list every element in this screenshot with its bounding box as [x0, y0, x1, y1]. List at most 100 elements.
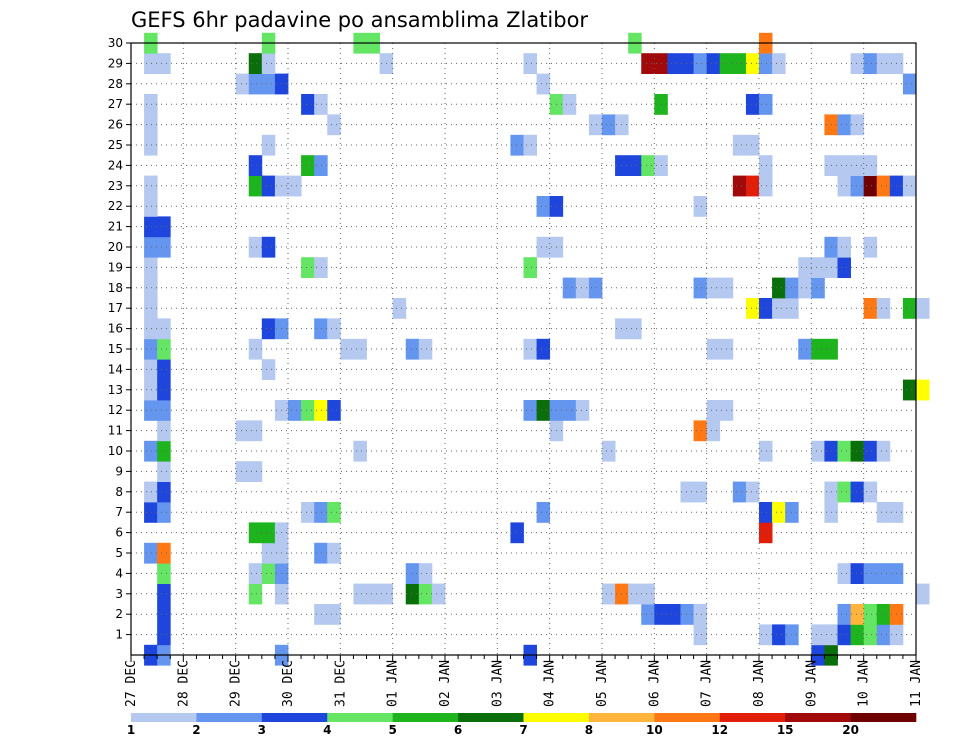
heatmap-cell — [837, 114, 851, 136]
heatmap-cell — [314, 94, 328, 115]
y-tick-label: 21 — [108, 220, 123, 234]
heatmap-cell — [876, 563, 891, 584]
x-tick-label: 01 JAN — [386, 660, 401, 707]
heatmap-cell — [301, 502, 315, 523]
heatmap-cell — [261, 522, 276, 544]
heatmap-cell — [523, 400, 537, 421]
heatmap-cell — [837, 481, 851, 503]
heatmap-cell — [863, 175, 878, 197]
heatmap-cell — [772, 624, 786, 646]
heatmap-cell — [314, 400, 328, 421]
heatmap-cell — [850, 114, 865, 136]
heatmap-cell — [811, 257, 825, 278]
heatmap-cell — [248, 53, 263, 74]
heatmap-cell — [732, 53, 747, 74]
heatmap-cell — [706, 277, 721, 299]
x-tick-label: 08 JAN — [752, 660, 767, 707]
colorbar-tick-label: 8 — [585, 723, 593, 737]
colorbar-swatch — [785, 713, 851, 722]
heatmap-cell — [562, 277, 577, 299]
colorbar-swatch — [131, 713, 197, 722]
y-tick-label: 27 — [108, 97, 123, 111]
heatmap-cell — [916, 298, 930, 319]
heatmap-cell — [144, 216, 158, 238]
heatmap-cell — [157, 359, 171, 380]
heatmap-cell — [641, 155, 655, 176]
colorbar-tick-label: 15 — [777, 723, 794, 737]
heatmap-cell — [366, 583, 380, 605]
heatmap-cell — [837, 624, 851, 646]
heatmap-cell — [602, 583, 616, 605]
heatmap-cell — [248, 583, 263, 605]
heatmap-cell — [759, 94, 773, 115]
heatmap-cell — [628, 155, 642, 176]
heatmap-cell — [144, 502, 158, 523]
y-tick-label: 6 — [115, 526, 123, 540]
y-tick-label: 30 — [108, 36, 123, 50]
heatmap-cell — [288, 400, 302, 421]
heatmap-cell — [327, 114, 341, 136]
heatmap-cell — [248, 461, 263, 482]
heatmap-cell — [157, 236, 171, 258]
heatmap-cell — [863, 563, 878, 584]
y-tick-label: 24 — [108, 158, 123, 172]
colorbar-swatch — [654, 713, 721, 722]
heatmap-cell — [523, 257, 537, 278]
x-tick-label: 11 JAN — [909, 660, 924, 707]
y-tick-label: 8 — [115, 485, 123, 499]
heatmap-cell — [144, 134, 158, 156]
heatmap-cell — [693, 624, 708, 646]
heatmap-cell — [261, 236, 276, 258]
heatmap-cell — [144, 338, 158, 360]
heatmap-cell — [144, 298, 158, 319]
heatmap-cell — [157, 338, 171, 360]
heatmap-cells — [144, 32, 930, 666]
heatmap-cell — [536, 502, 551, 523]
heatmap-cell — [693, 604, 708, 625]
y-tick-label: 14 — [108, 362, 123, 376]
x-tick-label: 10 JAN — [857, 660, 872, 707]
heatmap-cell — [850, 624, 865, 646]
heatmap-cell — [157, 604, 171, 625]
heatmap-cell — [772, 298, 786, 319]
y-tick-label: 28 — [108, 77, 123, 91]
heatmap-cell — [850, 481, 865, 503]
heatmap-cell — [314, 318, 328, 340]
heatmap-cell — [916, 583, 930, 605]
heatmap-cell — [144, 277, 158, 299]
heatmap-cell — [510, 134, 524, 156]
heatmap-cell — [523, 338, 537, 360]
heatmap-cell — [863, 440, 878, 462]
heatmap-cell — [745, 134, 760, 156]
heatmap-cell — [261, 542, 276, 564]
heatmap-cell — [261, 563, 276, 584]
heatmap-cell — [314, 155, 328, 176]
heatmap-cell — [235, 73, 250, 95]
heatmap-cell — [863, 624, 878, 646]
heatmap-cell — [144, 236, 158, 258]
heatmap-cell — [850, 53, 865, 74]
colorbar-tick-label: 3 — [258, 723, 266, 737]
y-tick-label: 25 — [108, 138, 123, 152]
heatmap-cell — [536, 338, 551, 360]
heatmap-cell — [261, 359, 276, 380]
y-tick-label: 13 — [108, 383, 123, 397]
heatmap-cell — [418, 338, 433, 360]
heatmap-cell — [157, 481, 171, 503]
heatmap-cell — [562, 94, 577, 115]
y-tick-label: 23 — [108, 179, 123, 193]
heatmap-cell — [863, 236, 878, 258]
heatmap-cell — [353, 338, 367, 360]
heatmap-cell — [157, 379, 171, 401]
heatmap-cell — [144, 440, 158, 462]
colorbar-swatch — [327, 713, 393, 722]
heatmap-cell — [759, 522, 773, 544]
heatmap-cell — [680, 53, 694, 74]
y-tick-label: 18 — [108, 281, 123, 295]
heatmap-cell — [144, 175, 158, 197]
y-tick-label: 4 — [115, 566, 123, 580]
heatmap-cell — [902, 379, 917, 401]
heatmap-cell — [261, 318, 276, 340]
heatmap-cell — [759, 502, 773, 523]
heatmap-cell — [680, 481, 694, 503]
